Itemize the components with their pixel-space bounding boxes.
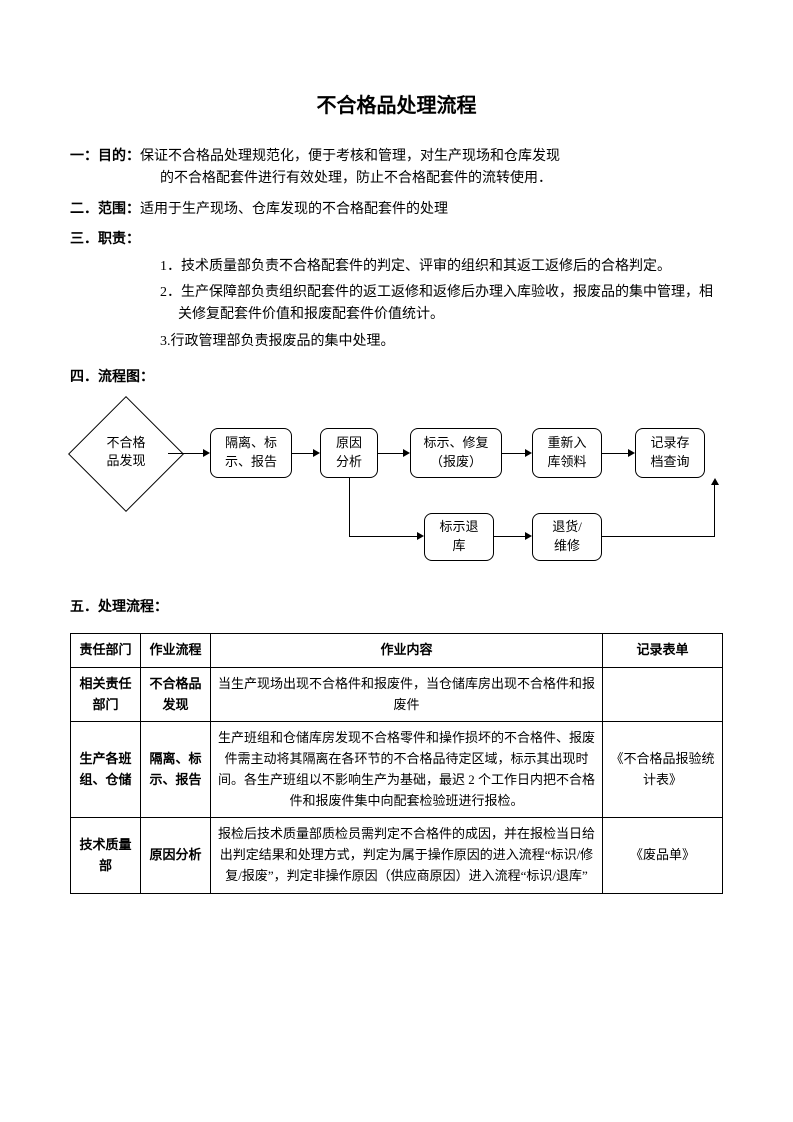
arrow-3-7-v [349,478,350,536]
cell-dept: 生产各班组、仓储 [71,722,141,818]
flow-node-repair: 标示、修复（报废） [410,428,502,478]
arrow-4-5-head [525,449,532,457]
arrow-8-6-h [602,536,715,537]
page-title: 不合格品处理流程 [70,90,723,122]
flow-node-return-mark: 标示退库 [424,513,494,561]
table-row: 技术质量部 原因分析 报检后技术质量部质检员需判定不合格件的成因，并在报检当日给… [71,818,723,893]
arrow-1-2-head [203,449,210,457]
cell-flow: 隔离、标示、报告 [141,722,211,818]
arrow-1-2-line [168,453,204,454]
th-form: 记录表单 [603,633,723,667]
table-row: 生产各班组、仓储 隔离、标示、报告 生产班组和仓储库房发现不合格零件和操作损坏的… [71,722,723,818]
cell-dept: 技术质量部 [71,818,141,893]
section-purpose: 一：目的：保证不合格品处理规范化，便于考核和管理，对生产现场和仓库发现 的不合格… [70,146,723,191]
arrow-3-4-line [378,453,404,454]
cell-content: 当生产现场出现不合格件和报废件，当仓储库房出现不合格件和报废件 [211,667,603,722]
arrow-5-6-head [628,449,635,457]
arrow-8-6-head [711,478,719,485]
table-row: 相关责任部门 不合格品发现 当生产现场出现不合格件和报废件，当仓储库房出现不合格… [71,667,723,722]
arrow-7-8-head [525,532,532,540]
arrow-3-7-h [349,536,418,537]
s1-text1: 保证不合格品处理规范化，便于考核和管理，对生产现场和仓库发现 [140,149,560,164]
s1-text2: 的不合格配套件进行有效处理，防止不合格配套件的流转使用． [70,168,723,190]
flow-node-isolate: 隔离、标示、报告 [210,428,292,478]
cell-content: 报检后技术质量部质检员需判定不合格件的成因，并在报检当日给出判定结果和处理方式，… [211,818,603,893]
flow-node-archive: 记录存档查询 [635,428,705,478]
s4-label: 四．流程图： [70,367,723,389]
cell-flow: 不合格品发现 [141,667,211,722]
s5-label: 五．处理流程： [70,597,723,619]
flow-node-discover: 不合格品发现 [92,434,160,470]
process-table: 责任部门 作业流程 作业内容 记录表单 相关责任部门 不合格品发现 当生产现场出… [70,633,723,894]
arrow-4-5-line [502,453,526,454]
cell-dept: 相关责任部门 [71,667,141,722]
cell-flow: 原因分析 [141,818,211,893]
flow-node-return-repair: 退货/维修 [532,513,602,561]
th-content: 作业内容 [211,633,603,667]
arrow-3-7-head [417,532,424,540]
cell-form: 《不合格品报验统计表》 [603,722,723,818]
arrow-3-4-head [403,449,410,457]
flow-node-restock: 重新入库领料 [532,428,602,478]
cell-content: 生产班组和仓储库房发现不合格零件和操作损坏的不合格件、报废件需主动将其隔离在各环… [211,722,603,818]
arrow-8-6-v [714,484,715,537]
section-scope: 二．范围：适用于生产现场、仓库发现的不合格配套件的处理 [70,199,723,221]
s2-label: 二．范围： [70,202,140,217]
arrow-5-6-line [602,453,629,454]
s3-label: 三．职责： [70,232,140,247]
flow-node-analyze: 原因分析 [320,428,378,478]
s3-item-3: 3.行政管理部负责报废品的集中处理。 [160,331,723,353]
s2-text: 适用于生产现场、仓库发现的不合格配套件的处理 [140,202,448,217]
s3-item-1: 1．技术质量部负责不合格配套件的判定、评审的组织和其返工返修后的合格判定。 [160,256,723,278]
s3-item-2: 2．生产保障部负责组织配套件的返工返修和返修后办理入库验收，报废品的集中管理，相… [160,282,723,327]
section-responsibility: 三．职责： 1．技术质量部负责不合格配套件的判定、评审的组织和其返工返修后的合格… [70,229,723,353]
flowchart: 不合格品发现 隔离、标示、报告 原因分析 标示、修复（报废） 重新入库领料 记录… [70,398,723,573]
arrow-2-3-head [313,449,320,457]
arrow-2-3-line [292,453,314,454]
cell-form [603,667,723,722]
th-dept: 责任部门 [71,633,141,667]
cell-form: 《废品单》 [603,818,723,893]
arrow-7-8-line [494,536,526,537]
s1-label: 一：目的： [70,149,140,164]
th-flow: 作业流程 [141,633,211,667]
